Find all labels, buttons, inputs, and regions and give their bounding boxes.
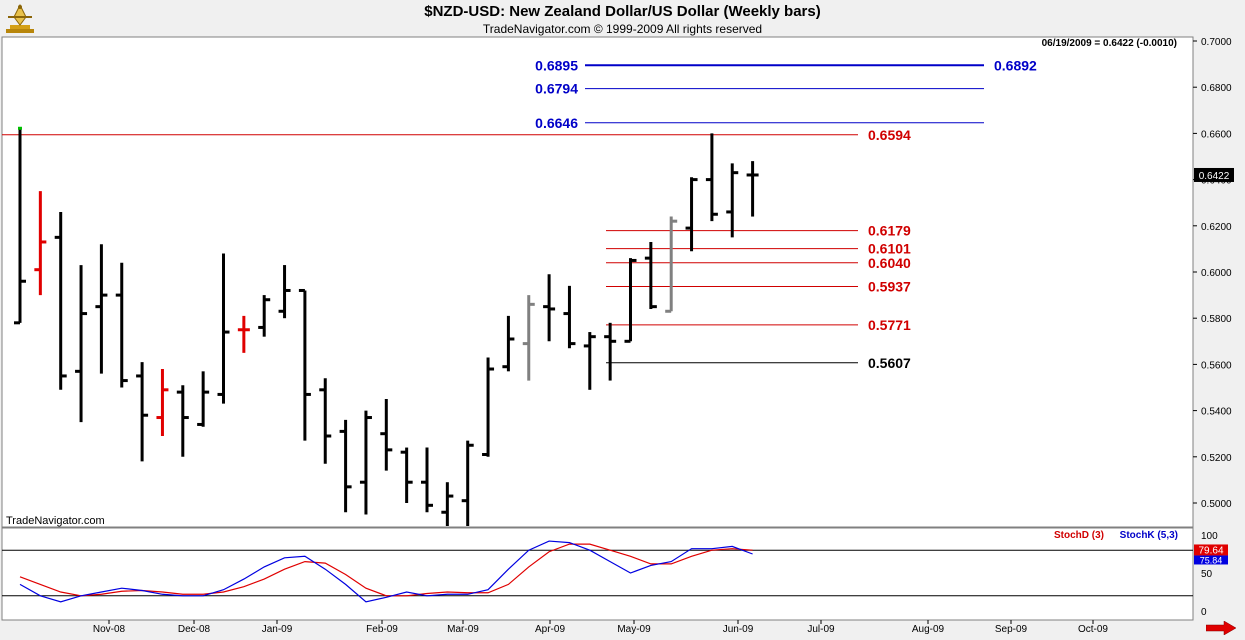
level-label: 0.6895: [535, 57, 578, 73]
scroll-right-arrow-icon[interactable]: [1205, 620, 1237, 636]
x-tick-label: Jan-09: [262, 624, 293, 635]
stochd-value-label: 79.64: [1198, 545, 1223, 556]
stoch-tick-label: 100: [1201, 531, 1218, 542]
x-tick-label: Mar-09: [447, 624, 479, 635]
last-price-badge: [1194, 167, 1234, 182]
level-label: 0.6179: [868, 223, 911, 239]
level-label: 0.5771: [868, 317, 911, 333]
y-tick-label: 0.5000: [1201, 499, 1232, 510]
x-tick-label: Oct-09: [1078, 624, 1108, 635]
stochd-value-badge: [1194, 544, 1228, 556]
y-tick-label: 0.6200: [1201, 222, 1232, 233]
y-tick-label: 0.5400: [1201, 407, 1232, 418]
level-label: 0.6040: [868, 255, 911, 271]
x-tick-label: Jul-09: [807, 624, 835, 635]
y-tick-label: 0.6600: [1201, 129, 1232, 140]
stoch-tick-label: 0: [1201, 607, 1207, 618]
y-tick-label: 0.6000: [1201, 268, 1232, 279]
legend-stochd: StochD (3): [1054, 530, 1104, 541]
y-tick-label: 0.5200: [1201, 453, 1232, 464]
level-label: 0.6594: [868, 127, 911, 143]
x-tick-label: Jun-09: [723, 624, 754, 635]
level-label: 0.6646: [535, 115, 578, 131]
chart-title: $NZD-USD: New Zealand Dollar/US Dollar (…: [424, 3, 821, 20]
legend-stochk: StochK (5,3): [1120, 530, 1178, 541]
last-price-label: 0.6422: [1199, 171, 1230, 182]
stoch-series-line: [19, 540, 753, 603]
stochastic-panel: [1, 527, 1194, 621]
x-tick-label: Nov-08: [93, 624, 126, 635]
level-right-label: 0.6892: [994, 57, 1037, 73]
level-label: 0.6794: [535, 81, 578, 97]
chart-header: $NZD-USD: New Zealand Dollar/US Dollar (…: [0, 0, 1245, 38]
y-tick-label: 0.7000: [1201, 37, 1232, 48]
gold-trophy-icon: [4, 3, 36, 35]
x-tick-label: Feb-09: [366, 624, 398, 635]
price-panel: [1, 36, 1194, 528]
first-bar-marker: [18, 126, 22, 130]
x-tick-label: Dec-08: [178, 624, 211, 635]
y-tick-label: 0.6800: [1201, 83, 1232, 94]
x-tick-label: May-09: [617, 624, 651, 635]
stochk-value-badge: [1194, 555, 1228, 565]
y-tick-label: 0.5800: [1201, 314, 1232, 325]
level-label: 0.5607: [868, 355, 911, 371]
chart-subtitle: TradeNavigator.com © 1999-2009 All right…: [482, 22, 763, 36]
level-label: 0.5937: [868, 279, 911, 295]
x-tick-label: Sep-09: [995, 624, 1028, 635]
watermark: TradeNavigator.com: [6, 515, 105, 527]
level-label: 0.6101: [868, 241, 911, 257]
stoch-tick-label: 50: [1201, 569, 1213, 580]
y-tick-label: 0.5600: [1201, 360, 1232, 371]
stochk-value-label: 75.84: [1200, 555, 1223, 565]
x-tick-label: Apr-09: [535, 624, 565, 635]
status-readout: 06/19/2009 = 0.6422 (-0.0010): [1042, 38, 1177, 49]
x-tick-label: Aug-09: [912, 624, 945, 635]
